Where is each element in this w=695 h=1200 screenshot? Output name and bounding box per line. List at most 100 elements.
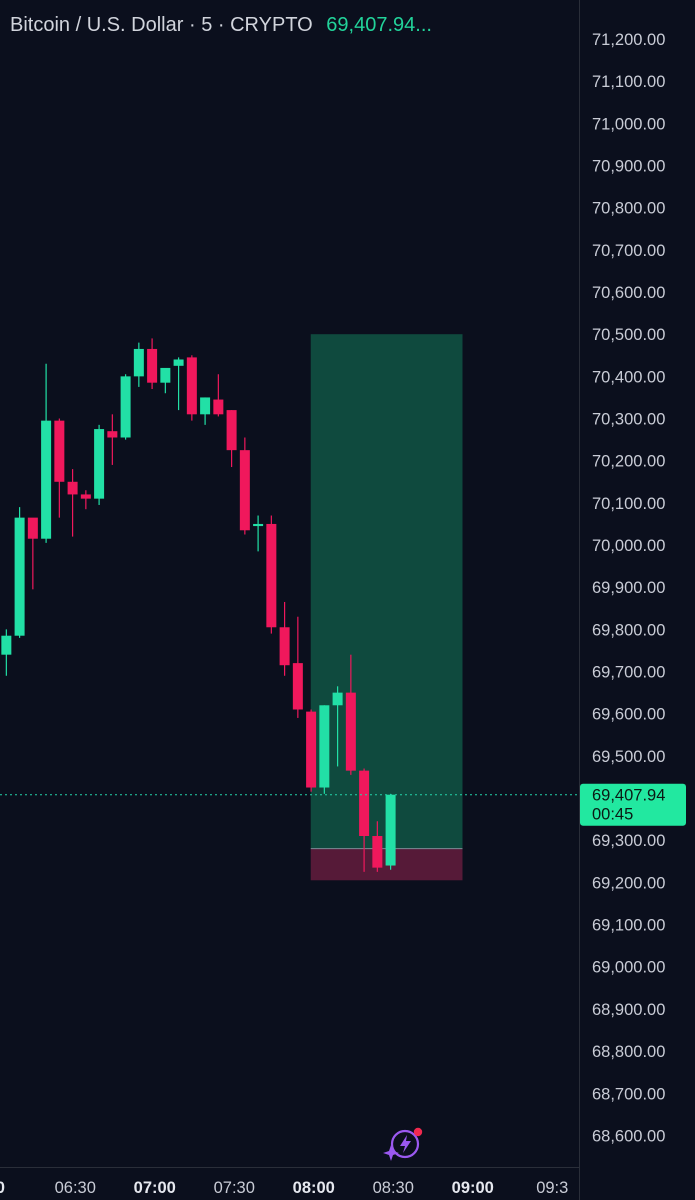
symbol-header[interactable]: Bitcoin / U.S. Dollar · 5 · CRYPTO 69,40…: [10, 14, 432, 37]
candle-body: [319, 705, 330, 788]
candle-body: [186, 357, 197, 415]
candle-body: [385, 794, 396, 866]
y-tick-label: 68,700.00: [592, 1085, 665, 1103]
y-tick-label: 68,800.00: [592, 1043, 665, 1061]
candle-body: [213, 399, 224, 415]
ai-assistant-icon[interactable]: [383, 1127, 423, 1161]
x-tick-label: 09:3: [536, 1179, 568, 1197]
candle-body: [239, 450, 250, 531]
candle-body: [41, 420, 52, 539]
candle-body: [107, 431, 118, 438]
candle: [306, 709, 317, 792]
candle-body: [54, 420, 65, 482]
candle-body: [253, 523, 264, 527]
candle-body: [200, 397, 211, 415]
candle: [107, 414, 118, 465]
candle-body: [226, 410, 237, 451]
y-tick-label: 71,100.00: [592, 73, 665, 91]
x-tick-label: 07:30: [214, 1179, 255, 1197]
candle-body: [14, 517, 25, 636]
candle: [239, 437, 250, 535]
current-price-tag: 69,407.94 00:45: [580, 783, 686, 826]
price-axis[interactable]: 71,200.00 71,100.00 71,000.00 70,900.00 70,8…: [592, 31, 665, 1145]
candle: [41, 363, 52, 543]
y-tick-label: 69,200.00: [592, 874, 665, 892]
candle: [147, 338, 158, 390]
header-price: 69,407.94...: [326, 14, 432, 36]
y-tick-label: 68,600.00: [592, 1127, 665, 1145]
candle: [292, 616, 303, 718]
long-position-tool[interactable]: [310, 334, 463, 881]
profit-zone[interactable]: [310, 334, 463, 849]
y-tick-label: 69,900.00: [592, 579, 665, 597]
candle: [80, 490, 91, 510]
candle: [266, 515, 277, 634]
candle: [160, 367, 171, 394]
candle: [213, 374, 224, 417]
candle: [186, 355, 197, 421]
y-tick-label: 69,800.00: [592, 621, 665, 639]
candle-body: [292, 663, 303, 710]
candle-body: [173, 359, 184, 366]
candle-body: [27, 517, 38, 539]
y-tick-label: 70,800.00: [592, 200, 665, 218]
y-tick-label: 70,400.00: [592, 368, 665, 386]
candle-body: [332, 692, 343, 706]
candle-body: [306, 711, 317, 788]
candle-body: [147, 348, 158, 383]
candle-body: [359, 770, 370, 837]
candle-body: [160, 367, 171, 383]
y-tick-label: 71,000.00: [592, 115, 665, 133]
x-tick-label: 07:00: [134, 1179, 176, 1197]
time-axis[interactable]: 00 06:30 07:00 07:30 08:00 08:30 09:00 09:3: [0, 1179, 568, 1197]
y-tick-label: 69,700.00: [592, 664, 665, 682]
y-tick-label: 70,100.00: [592, 495, 665, 513]
price-tag-box: [580, 783, 686, 826]
symbol-name: Bitcoin / U.S. Dollar: [10, 14, 184, 36]
x-tick-label: 08:30: [373, 1179, 414, 1197]
candle: [14, 507, 25, 638]
x-tick-label: 09:00: [452, 1179, 494, 1197]
candle: [345, 654, 356, 775]
y-tick-label: 70,900.00: [592, 158, 665, 176]
y-tick-label: 69,000.00: [592, 959, 665, 977]
candle: [279, 601, 290, 676]
y-tick-label: 70,700.00: [592, 242, 665, 260]
y-tick-label: 69,600.00: [592, 706, 665, 724]
candle: [332, 686, 343, 767]
candle: [359, 768, 370, 872]
y-tick-label: 71,200.00: [592, 31, 665, 49]
y-tick-label: 69,100.00: [592, 917, 665, 935]
candle: [67, 469, 78, 537]
x-tick-label: 00: [0, 1179, 5, 1197]
candle: [372, 821, 383, 872]
candle: [173, 357, 184, 411]
exchange-label: CRYPTO: [230, 14, 313, 36]
candle: [54, 418, 65, 518]
candle: [200, 397, 211, 425]
candle-body: [67, 481, 78, 495]
y-tick-label: 70,200.00: [592, 453, 665, 471]
candle: [319, 705, 330, 794]
candle: [94, 424, 105, 505]
candle-body: [279, 627, 290, 666]
y-tick-label: 69,500.00: [592, 748, 665, 766]
header-separator-2: ·: [217, 14, 225, 36]
candle-body: [1, 635, 12, 655]
candle: [1, 629, 12, 676]
x-tick-label: 06:30: [55, 1179, 96, 1197]
candle: [385, 793, 396, 870]
candle-body: [80, 494, 91, 499]
candle-body: [94, 429, 105, 499]
header-separator-1: ·: [188, 14, 196, 36]
candle-body: [133, 348, 144, 377]
y-tick-label: 70,500.00: [592, 326, 665, 344]
candle-body: [120, 376, 131, 438]
y-tick-label: 69,300.00: [592, 832, 665, 850]
candle-body: [266, 523, 277, 628]
candle: [253, 515, 264, 552]
price-tag-value: 69,407.94: [592, 787, 665, 805]
candles: [1, 338, 396, 872]
y-tick-label: 70,000.00: [592, 537, 665, 555]
